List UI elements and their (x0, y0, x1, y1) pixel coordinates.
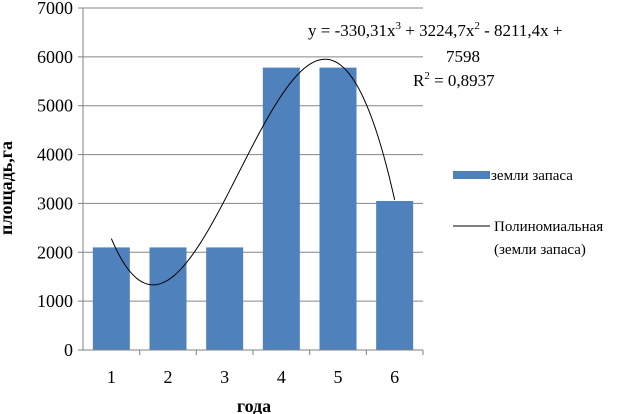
y-tick-label: 4000 (37, 145, 73, 165)
trendline (110, 58, 396, 286)
bar (92, 247, 130, 350)
y-tick-label: 0 (64, 340, 73, 360)
trendline-series (110, 58, 396, 286)
y-tick-label: 6000 (37, 47, 73, 67)
equation-line-1: y = -330,31x3 + 3224,7x2 - 8211,4x + (308, 20, 562, 40)
legend-label-bar: земли запаса (491, 168, 573, 184)
y-tick-label: 5000 (37, 96, 73, 116)
axes (82, 8, 423, 351)
bar (149, 247, 187, 350)
trendline-equation: y = -330,31x3 + 3224,7x2 - 8211,4x + 759… (308, 20, 562, 90)
y-tick-label: 1000 (37, 291, 73, 311)
bar (206, 247, 244, 350)
legend-label-trendline-2: (земли запаса) (494, 242, 586, 258)
legend-swatch-bar (453, 171, 490, 179)
gridlines (78, 7, 423, 351)
bar (319, 67, 357, 350)
r-squared-label: R2 = 0,8937 (413, 70, 495, 90)
x-tick-label: 6 (390, 367, 399, 387)
x-tick-label: 3 (220, 367, 229, 387)
legend: земли запаса Полиномиальная (земли запас… (453, 168, 603, 258)
y-tick-label: 7000 (37, 0, 73, 18)
y-axis-title: площадь,га (0, 141, 16, 235)
y-tick-label: 2000 (37, 242, 73, 262)
x-tick-label: 2 (164, 367, 173, 387)
x-axis-title: года (237, 396, 271, 414)
x-tick-label: 4 (277, 367, 286, 387)
legend-label-trendline-1: Полиномиальная (494, 219, 603, 235)
x-tick-labels: 1 2 3 4 5 6 (107, 350, 424, 387)
y-tick-labels: 0 1000 2000 3000 4000 5000 6000 7000 (37, 0, 73, 360)
bar-series (92, 67, 414, 350)
bar (376, 200, 414, 350)
bar (262, 67, 300, 350)
y-tick-label: 3000 (37, 193, 73, 213)
equation-line-2: 7598 (446, 47, 480, 66)
x-tick-label: 1 (107, 367, 116, 387)
x-tick-label: 5 (334, 367, 343, 387)
